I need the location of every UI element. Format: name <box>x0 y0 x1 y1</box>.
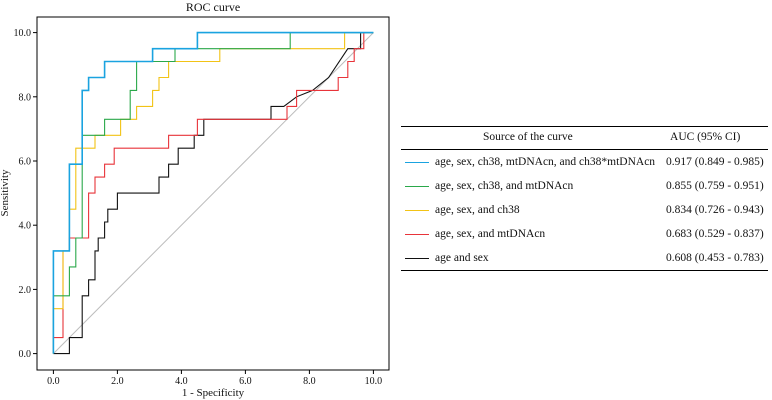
legend-source-cell: age, sex, ch38, and mtDNAcn <box>401 174 666 198</box>
y-tick-label: 8.0 <box>19 92 32 103</box>
legend-series-name: age and sex <box>435 252 489 264</box>
legend-swatch <box>405 185 429 187</box>
chart-title: ROC curve <box>186 0 240 14</box>
roc-curve-line <box>52 31 374 354</box>
legend-auc-value: 0.855 (0.759 - 0.951) <box>666 180 764 192</box>
legend-swatch <box>405 257 429 259</box>
legend-auc-value: 0.917 (0.849 - 0.985) <box>666 156 764 168</box>
legend-header-auc: AUC (95% CI) <box>666 126 768 150</box>
y-axis-ticks: 0.0 2.0 4.0 6.0 8.0 10.0 <box>14 28 37 360</box>
legend-row: age and sex 0.608 (0.453 - 0.783) <box>401 246 768 271</box>
plot-frame <box>36 16 390 371</box>
legend-auc-value: 0.834 (0.726 - 0.943) <box>666 204 764 216</box>
x-tick-label: 10.0 <box>365 376 383 387</box>
x-axis-label: 1 - Specificity <box>182 387 245 399</box>
y-tick-label: 10.0 <box>14 28 32 39</box>
legend-swatch <box>405 209 429 211</box>
roc-curves <box>52 31 374 355</box>
legend-source-cell: age, sex, ch38, mtDNAcn, and ch38*mtDNAc… <box>401 150 666 175</box>
x-axis-ticks: 0.0 2.0 4.0 6.0 8.0 10.0 <box>47 370 382 387</box>
legend-swatch <box>405 161 429 163</box>
legend-header-row: Source of the curve AUC (95% CI) <box>401 126 768 150</box>
legend-series-name: age, sex, and mtDNAcn <box>435 228 546 240</box>
legend-row: age, sex, ch38, and mtDNAcn 0.855 (0.759… <box>401 174 768 198</box>
y-tick-label: 2.0 <box>19 285 32 296</box>
legend-series-name: age, sex, and ch38 <box>435 204 520 216</box>
legend-header-source: Source of the curve <box>401 126 667 150</box>
x-tick-label: 8.0 <box>303 376 316 387</box>
legend-source-cell: age and sex <box>401 246 667 271</box>
x-tick-label: 4.0 <box>175 376 188 387</box>
y-tick-label: 4.0 <box>19 221 32 232</box>
legend-table: Source of the curve AUC (95% CI) age, se… <box>401 126 768 271</box>
legend-series-name: age, sex, ch38, mtDNAcn, and ch38*mtDNAc… <box>435 156 656 168</box>
reference-diagonal <box>53 32 374 354</box>
y-tick-label: 6.0 <box>19 157 32 168</box>
legend-source-cell: age, sex, and mtDNAcn <box>401 222 666 246</box>
x-tick-label: 2.0 <box>111 376 124 387</box>
legend-row: age, sex, and ch38 0.834 (0.726 - 0.943) <box>401 198 768 222</box>
reference-diagonal-group <box>53 32 374 354</box>
y-axis-label: Sensitivity <box>0 169 11 217</box>
legend-row: age, sex, and mtDNAcn 0.683 (0.529 - 0.8… <box>401 222 768 246</box>
legend-series-name: age, sex, ch38, and mtDNAcn <box>435 180 574 192</box>
y-tick-label: 0.0 <box>19 349 32 360</box>
legend-row: age, sex, ch38, mtDNAcn, and ch38*mtDNAc… <box>401 150 768 175</box>
legend-auc-value: 0.683 (0.529 - 0.837) <box>666 228 764 240</box>
legend-swatch <box>405 233 429 235</box>
legend-auc-value: 0.608 (0.453 - 0.783) <box>666 246 768 271</box>
x-tick-label: 6.0 <box>239 376 252 387</box>
legend-source-cell: age, sex, and ch38 <box>401 198 666 222</box>
roc-chart: ROC curve 0.0 2.0 4.0 6.0 8.0 10.0 0.0 2.0 4.0 6… <box>0 0 390 399</box>
x-tick-label: 0.0 <box>47 376 60 387</box>
